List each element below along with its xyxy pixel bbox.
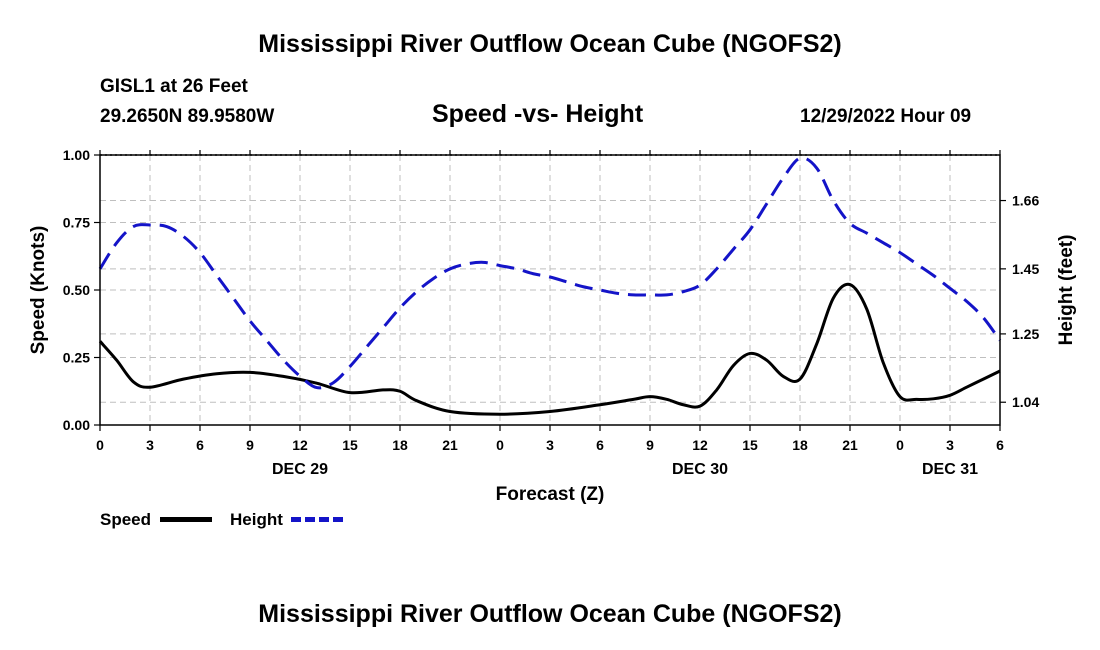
x-tick-label: 3 [146, 437, 154, 453]
x-tick-label: 12 [292, 437, 308, 453]
y-tick-label: 0.50 [63, 282, 90, 298]
footer-title: Mississippi River Outflow Ocean Cube (NG… [258, 600, 842, 628]
y2-tick-label: 1.25 [1012, 326, 1039, 342]
x-tick-label: 0 [96, 437, 104, 453]
speed-series-line [98, 282, 1001, 416]
date-label: DEC 29 [272, 461, 328, 478]
date-label: DEC 30 [672, 461, 728, 478]
x-tick-label: 15 [742, 437, 758, 453]
height-series-line [98, 156, 1002, 390]
y2-tick-label: 1.45 [1012, 261, 1039, 277]
x-tick-label: 0 [896, 437, 904, 453]
station-coordinates: 29.2650N 89.9580W [100, 106, 275, 127]
x-tick-label: 15 [342, 437, 358, 453]
page-title: Mississippi River Outflow Ocean Cube (NG… [258, 30, 842, 58]
x-tick-label: 9 [246, 437, 254, 453]
x-tick-label: 6 [996, 437, 1004, 453]
y-axis-title: Speed (Knots) [28, 226, 49, 355]
grid-lines [100, 155, 1000, 425]
x-tick-label: 21 [442, 437, 458, 453]
y-tick-label: 1.00 [63, 147, 90, 163]
series-lines [98, 156, 1002, 416]
y-tick-label: 0.75 [63, 215, 90, 231]
chart-subtitle: Speed -vs- Height [432, 100, 644, 128]
x-tick-label: 18 [392, 437, 408, 453]
forecast-time: 12/29/2022 Hour 09 [800, 106, 972, 127]
x-tick-label: 6 [596, 437, 604, 453]
y-tick-label: 0.00 [63, 417, 90, 433]
legend-speed-swatch [160, 517, 212, 522]
legend-speed-label: Speed [100, 510, 152, 529]
x-tick-label: 21 [842, 437, 858, 453]
legend-height-swatch [291, 517, 343, 522]
x-tick-label: 12 [692, 437, 708, 453]
y-tick-label: 0.25 [63, 350, 90, 366]
x-tick-label: 9 [646, 437, 654, 453]
y2-axis-title: Height (feet) [1056, 235, 1077, 346]
y2-tick-label: 1.04 [1012, 394, 1039, 410]
legend-height-label: Height [230, 510, 283, 529]
station-name: GISL1 at 26 Feet [100, 76, 248, 97]
speed-height-chart: 0 3 6 9 12 15 18 21 0 3 6 9 12 15 18 21 0 3 6 0.00 0.25 0.50 0… [28, 147, 1077, 505]
x-tick-label: 18 [792, 437, 808, 453]
x-tick-label: 3 [546, 437, 554, 453]
x-axis-title: Forecast (Z) [496, 484, 605, 505]
x-tick-label: 0 [496, 437, 504, 453]
axes: 0 3 6 9 12 15 18 21 0 3 6 9 12 15 18 21 0 3 6 0.00 0.25 0.50 0… [63, 147, 1040, 478]
date-label: DEC 31 [922, 461, 978, 478]
x-tick-label: 6 [196, 437, 204, 453]
y2-tick-label: 1.66 [1012, 193, 1039, 209]
x-tick-label: 3 [946, 437, 954, 453]
